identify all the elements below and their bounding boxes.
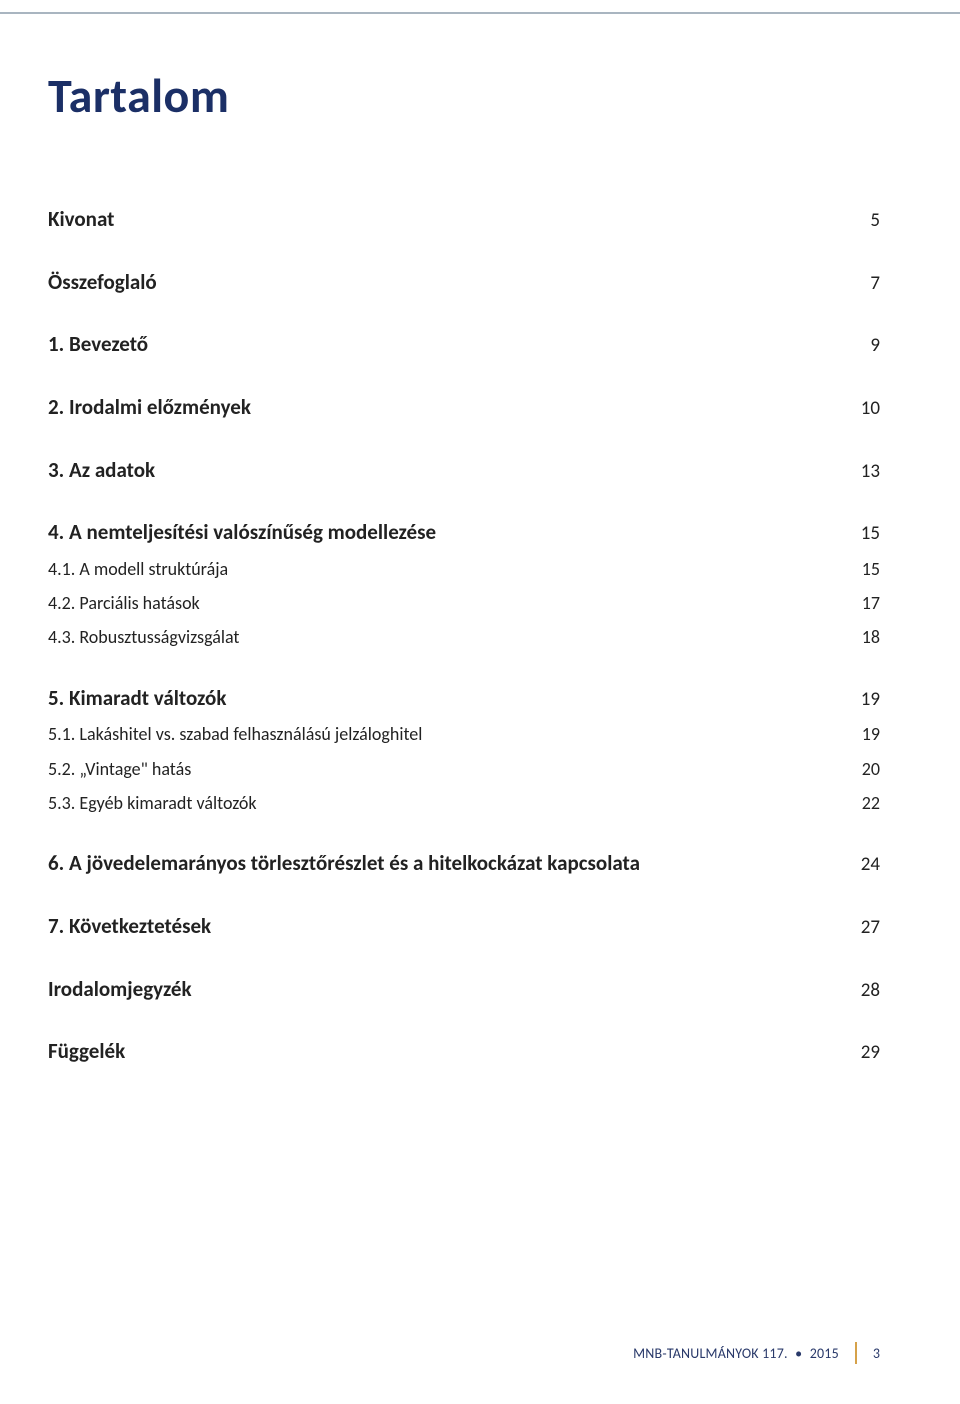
toc-entry: 7. Következtetések27: [48, 912, 880, 941]
toc-entry-page: 20: [850, 757, 880, 781]
document-page: Tartalom Kivonat5 Összefoglaló7 1. Bevezet…: [0, 0, 960, 1404]
toc-entry-label: 5. Kimaradt változók: [48, 684, 850, 712]
footer-publication: MNB-TANULMÁNYOK 117. • 2015: [633, 1345, 839, 1362]
toc-entry-page: 7: [850, 271, 880, 297]
toc-entry-page: 5: [850, 208, 880, 234]
toc-entry: 4.1. A modell struktúrája15: [48, 557, 880, 581]
toc-entry-page: 13: [850, 459, 880, 485]
toc-entry-page: 15: [850, 521, 880, 547]
toc-entry-label: 6. A jövedelemarányos törlesztőrészlet é…: [48, 849, 850, 877]
toc-entry-page: 22: [850, 791, 880, 815]
toc-entry-page: 18: [850, 625, 880, 649]
top-rule: [0, 12, 960, 14]
toc-entry-label: 7. Következtetések: [48, 912, 850, 940]
toc-entry-label: 4.3. Robusztusságvizsgálat: [48, 625, 850, 649]
toc-entry-page: 9: [850, 333, 880, 359]
toc-entry-page: 17: [850, 591, 880, 615]
toc-entry: 5.2. „Vintage" hatás20: [48, 757, 880, 781]
toc-entry-label: Függelék: [48, 1037, 850, 1065]
toc-entry: Irodalomjegyzék28: [48, 975, 880, 1004]
footer-separator: [855, 1342, 857, 1364]
toc-entry-label: 4.1. A modell struktúrája: [48, 557, 850, 581]
toc-entry: 5.3. Egyéb kimaradt változók22: [48, 791, 880, 815]
footer-page-number: 3: [873, 1345, 880, 1362]
toc-entry: 1. Bevezető9: [48, 330, 880, 359]
toc-entry-label: 5.3. Egyéb kimaradt változók: [48, 791, 850, 815]
page-footer: MNB-TANULMÁNYOK 117. • 2015 3: [633, 1342, 880, 1364]
toc-entry-label: Kivonat: [48, 205, 850, 233]
page-title: Tartalom: [48, 66, 880, 125]
toc-entry-label: Irodalomjegyzék: [48, 975, 850, 1003]
footer-year: 2015: [810, 1345, 839, 1362]
toc-entry: 5.1. Lakáshitel vs. szabad felhasználású…: [48, 722, 880, 746]
toc-entry-label: 3. Az adatok: [48, 456, 850, 484]
toc-entry: Összefoglaló7: [48, 268, 880, 297]
toc-entry: Kivonat5: [48, 205, 880, 234]
toc-entry: 3. Az adatok13: [48, 456, 880, 485]
toc-entry: 2. Irodalmi előzmények10: [48, 393, 880, 422]
toc-entry-page: 29: [850, 1040, 880, 1066]
toc-entry-label: 1. Bevezető: [48, 330, 850, 358]
footer-dot: •: [795, 1345, 802, 1362]
toc-entry: 4.3. Robusztusságvizsgálat18: [48, 625, 880, 649]
toc-entry: 6. A jövedelemarányos törlesztőrészlet é…: [48, 849, 880, 878]
toc-entry: 4.2. Parciális hatások17: [48, 591, 880, 615]
toc-entry-label: 5.1. Lakáshitel vs. szabad felhasználású…: [48, 722, 850, 746]
toc-entry-page: 19: [850, 687, 880, 713]
toc-entry-page: 10: [850, 396, 880, 422]
toc-entry: 4. A nemteljesítési valószínűség modelle…: [48, 518, 880, 547]
toc-entry-page: 15: [850, 557, 880, 581]
toc-entry-label: Összefoglaló: [48, 268, 850, 296]
toc-entry-page: 24: [850, 852, 880, 878]
toc-entry-label: 4. A nemteljesítési valószínűség modelle…: [48, 518, 850, 546]
toc-entry-label: 5.2. „Vintage" hatás: [48, 757, 850, 781]
table-of-contents: Kivonat5 Összefoglaló7 1. Bevezető9 2. Irod…: [48, 205, 880, 1066]
toc-entry-label: 2. Irodalmi előzmények: [48, 393, 850, 421]
toc-entry: Függelék29: [48, 1037, 880, 1066]
toc-entry: 5. Kimaradt változók19: [48, 684, 880, 713]
toc-entry-label: 4.2. Parciális hatások: [48, 591, 850, 615]
toc-entry-page: 27: [850, 915, 880, 941]
toc-entry-page: 19: [850, 722, 880, 746]
footer-pub-code: MNB-TANULMÁNYOK 117.: [633, 1345, 788, 1362]
toc-entry-page: 28: [850, 978, 880, 1004]
